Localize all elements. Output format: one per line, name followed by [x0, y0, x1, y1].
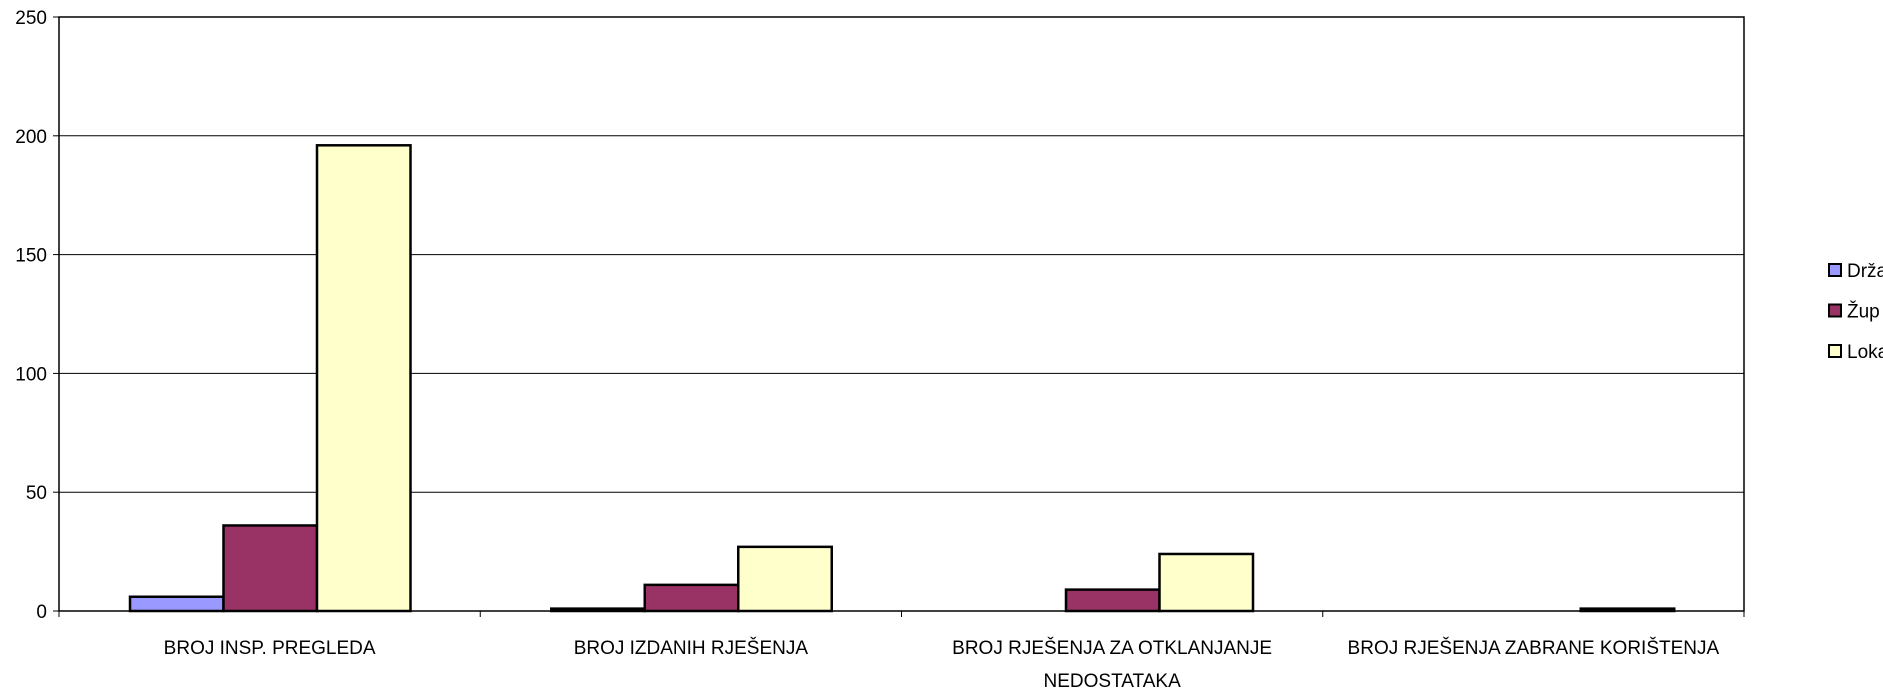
bar: [315, 144, 412, 613]
bar: [222, 524, 319, 613]
y-tick-label: 0: [36, 602, 47, 623]
y-tick-label: 100: [15, 364, 47, 385]
bar: [1064, 588, 1161, 613]
y-tick-label: 250: [15, 8, 47, 29]
bar: [737, 545, 833, 613]
bar: [1158, 552, 1255, 613]
x-tick-label: BROJ RJEŠENJA ZA OTKLANJANJE NEDOSTATAKA: [952, 637, 1272, 692]
x-tick-label: BROJ RJEŠENJA ZABRANE KORIŠTENJA: [1348, 637, 1720, 659]
y-tick-label: 50: [26, 483, 47, 504]
bar: [643, 583, 740, 613]
legend-label: Žup: [1847, 301, 1880, 323]
legend-swatch: [1828, 263, 1842, 277]
y-tick-label: 200: [15, 127, 47, 148]
bar: [128, 595, 225, 613]
y-tick-label: 150: [15, 246, 47, 267]
x-tick-label: BROJ IZDANIH RJEŠENJA: [574, 637, 809, 659]
legend-swatch: [1828, 303, 1842, 318]
legend-label: Loka: [1847, 342, 1883, 363]
legend-swatch: [1828, 344, 1842, 358]
legend-label: Drža: [1847, 261, 1883, 282]
bar: [1579, 607, 1676, 613]
bar: [550, 607, 646, 613]
x-tick-label: BROJ INSP. PREGLEDA: [164, 638, 376, 659]
plot-frame: [58, 16, 1745, 612]
